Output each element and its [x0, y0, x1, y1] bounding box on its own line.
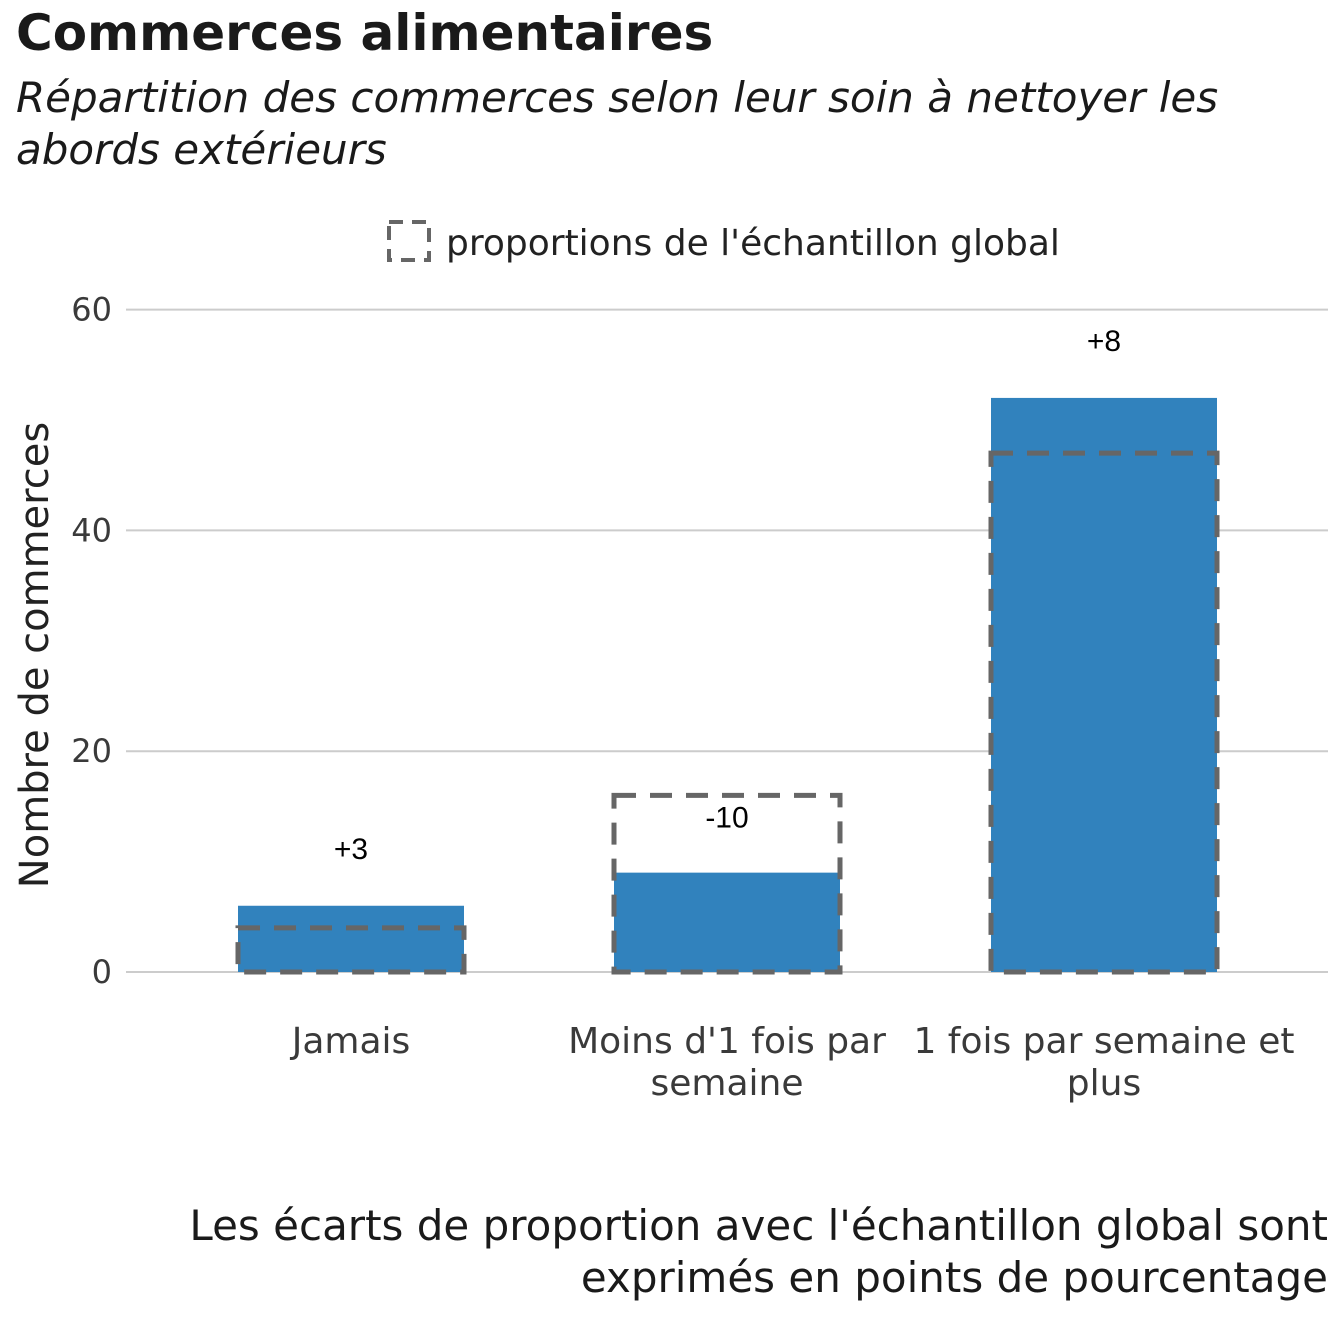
bar: [238, 905, 464, 972]
reference-boxes: [235, 450, 1220, 975]
bar: [991, 397, 1217, 972]
bar: [614, 872, 840, 972]
data-label: +8: [1087, 325, 1121, 358]
y-axis-label: Nombre de commerces: [12, 422, 58, 888]
chart-title: Commerces alimentaires: [16, 4, 714, 62]
data-label: +3: [334, 833, 368, 866]
chart-subtitle: Répartition des commerces selon leur soi…: [16, 73, 1219, 174]
reference-box: [235, 925, 467, 975]
bar-chart: 0 20 40 60 +3 -10 +8 Jamais Moins d'1 fois par…: [12, 220, 1328, 1104]
legend-label: proportions de l'échantillon global: [446, 223, 1060, 264]
y-tick-label: 40: [71, 511, 112, 549]
x-category-label: semaine: [651, 1063, 804, 1104]
chart-caption: Les écarts de proportion avec l'échantil…: [189, 1201, 1328, 1302]
reference-box: [611, 792, 843, 975]
data-labels: +3 -10 +8: [334, 325, 1121, 866]
x-category-label: 1 fois par semaine et: [913, 1021, 1294, 1062]
data-label: -10: [705, 801, 748, 834]
legend: proportions de l'échantillon global: [387, 220, 1060, 264]
y-tick-label: 0: [92, 953, 112, 991]
bars: [238, 397, 1217, 972]
y-axis-ticks: 0 20 40 60: [71, 291, 112, 991]
legend-key-dashed-box: [387, 220, 431, 262]
reference-box: [988, 450, 1220, 975]
x-category-label: plus: [1067, 1063, 1141, 1104]
x-category-label: Jamais: [290, 1021, 411, 1062]
y-tick-label: 20: [71, 732, 112, 770]
x-category-label: Moins d'1 fois par: [568, 1021, 886, 1062]
y-tick-label: 60: [71, 291, 112, 329]
